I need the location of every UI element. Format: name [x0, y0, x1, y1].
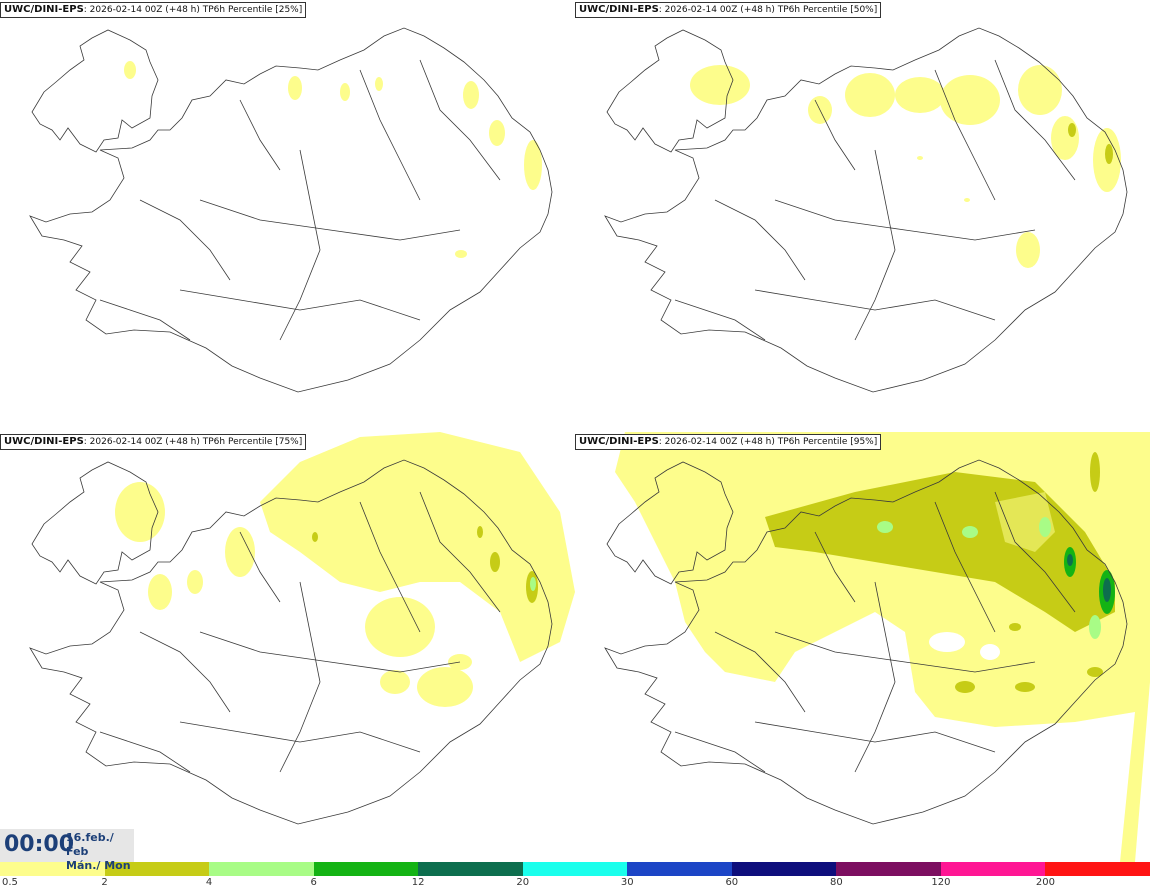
- colorbar-segment: [418, 862, 523, 876]
- coastline: [29, 459, 553, 825]
- valid-date-line2: Mán./ Mon: [66, 859, 131, 872]
- colorbar-segment: [104, 862, 210, 876]
- precip-areas: [690, 65, 1121, 268]
- colorbar-segment: [731, 862, 837, 876]
- iceland-map: [29, 432, 575, 825]
- colorbar-segment: [313, 862, 419, 876]
- run-info: : 2026-02-14 00Z (+48 h) TP6h Percentile…: [658, 5, 878, 15]
- valid-date: 16.feb./ Feb Mán./ Mon: [66, 831, 134, 873]
- colorbar-tick-label: 12: [411, 877, 425, 888]
- colorbar-tick-label: 20: [516, 877, 530, 888]
- colorbar-segment: [1045, 862, 1150, 876]
- map-panel-p95: UWC/DINI-EPS: 2026-02-14 00Z (+48 h) TP6…: [575, 432, 1150, 862]
- colorbar-tick-label: 6: [310, 877, 317, 888]
- model-name: UWC/DINI-EPS: [4, 4, 84, 15]
- valid-time-box: 00:00 16.feb./ Feb Mán./ Mon: [0, 829, 134, 872]
- iceland-map: [29, 27, 553, 393]
- map-panel-p50: UWC/DINI-EPS: 2026-02-14 00Z (+48 h) TP6…: [575, 0, 1150, 430]
- colorbar-tick-label: 120: [931, 877, 951, 888]
- coastline: [604, 459, 1128, 825]
- colorbar-segment: [836, 862, 941, 876]
- map-panel-p25: UWC/DINI-EPS: 2026-02-14 00Z (+48 h) TP6…: [0, 0, 575, 430]
- run-info: : 2026-02-14 00Z (+48 h) TP6h Percentile…: [83, 437, 303, 447]
- coastline: [29, 27, 553, 393]
- colorbar-tick-label: 30: [620, 877, 634, 888]
- map-panel-p75: UWC/DINI-EPS: 2026-02-14 00Z (+48 h) TP6…: [0, 432, 575, 862]
- colorbar-tick-label: 60: [725, 877, 739, 888]
- colorbar-tick-label: 0.5: [2, 877, 18, 888]
- colorbar: [0, 862, 1150, 876]
- run-info: : 2026-02-14 00Z (+48 h) TP6h Percentile…: [83, 5, 303, 15]
- precip-areas: [615, 432, 1150, 862]
- colorbar-ticks: 0.5 2 4 6 12 20 30 60 80 120 200: [0, 877, 1150, 891]
- model-name: UWC/DINI-EPS: [579, 436, 659, 447]
- model-name: UWC/DINI-EPS: [579, 4, 659, 15]
- colorbar-tick-label: 200: [1035, 877, 1055, 888]
- panel-title: UWC/DINI-EPS: 2026-02-14 00Z (+48 h) TP6…: [575, 2, 882, 18]
- colorbar-segment: [522, 862, 628, 876]
- run-info: : 2026-02-14 00Z (+48 h) TP6h Percentile…: [658, 437, 878, 447]
- model-name: UWC/DINI-EPS: [4, 436, 84, 447]
- colorbar-segment: [0, 862, 105, 876]
- valid-time: 00:00: [4, 832, 75, 857]
- colorbar-segment: [209, 862, 314, 876]
- panel-title: UWC/DINI-EPS: 2026-02-14 00Z (+48 h) TP6…: [0, 434, 307, 450]
- iceland-map: [604, 27, 1128, 393]
- colorbar-segment: [940, 862, 1046, 876]
- colorbar-tick-label: 80: [829, 877, 843, 888]
- panel-title: UWC/DINI-EPS: 2026-02-14 00Z (+48 h) TP6…: [0, 2, 307, 18]
- precip-areas: [124, 61, 542, 258]
- precip-areas: [115, 432, 575, 707]
- colorbar-tick-label: 2: [101, 877, 108, 888]
- valid-date-line1: 16.feb./ Feb: [66, 831, 114, 858]
- colorbar-segment: [627, 862, 732, 876]
- coastline: [604, 27, 1128, 393]
- colorbar-tick-label: 4: [205, 877, 213, 888]
- iceland-map: [604, 432, 1150, 862]
- panel-title: UWC/DINI-EPS: 2026-02-14 00Z (+48 h) TP6…: [575, 434, 882, 450]
